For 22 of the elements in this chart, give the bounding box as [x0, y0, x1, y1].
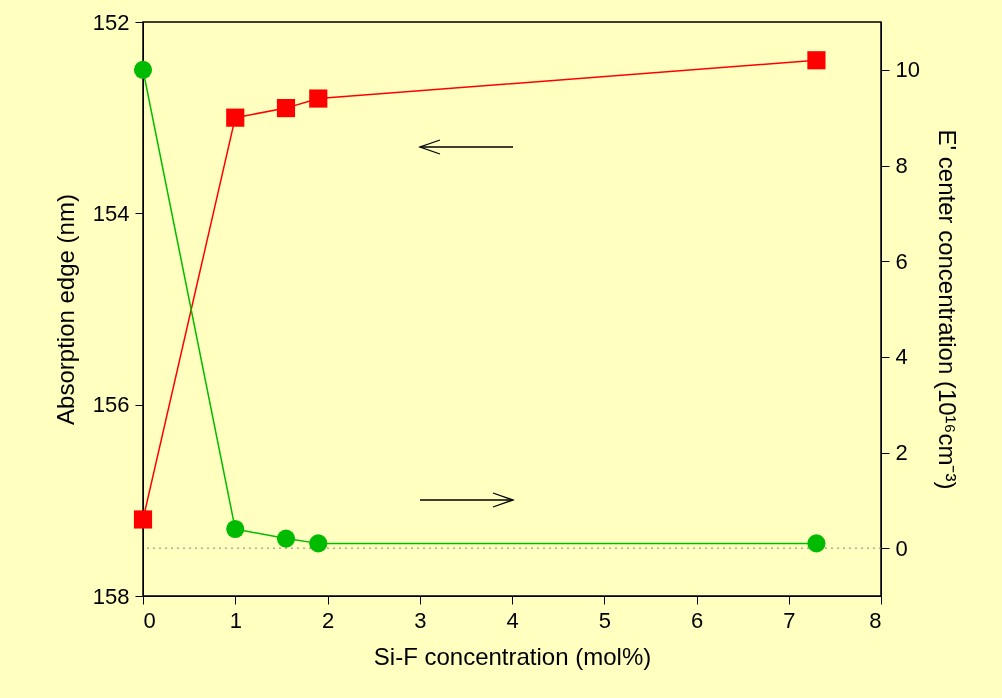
y2-tick-label: 0: [895, 535, 908, 561]
y2-tick-label: 6: [895, 248, 908, 274]
x-tick-label: 4: [506, 607, 519, 633]
x-tick-label: 7: [783, 607, 796, 633]
x-tick-label: 3: [414, 607, 427, 633]
x-tick-label: 2: [321, 607, 335, 633]
x-tick-label: 1: [229, 607, 242, 633]
y2-tick-label: 10: [895, 57, 920, 83]
y2-tick-label: 8: [895, 153, 908, 178]
y2-tick-label: 4: [895, 344, 908, 370]
y2-axis-title: E' center concentration (10¹⁶cm⁻³): [933, 129, 961, 490]
y-tick-label: 158: [92, 583, 130, 609]
y-tick-label: 154: [92, 200, 130, 226]
y2-tick-label: 2: [895, 440, 908, 465]
x-tick-label: 0: [143, 607, 156, 633]
x-axis-title: Si-F concentration (mol%): [373, 642, 652, 670]
y-tick-label: 152: [92, 9, 130, 35]
y-tick-label: 156: [92, 392, 130, 418]
x-tick-label: 5: [598, 607, 611, 633]
y-axis-title: Absorption edge (nm): [51, 194, 79, 425]
x-tick-label: 8: [869, 607, 882, 633]
x-tick-label: 6: [690, 607, 704, 633]
